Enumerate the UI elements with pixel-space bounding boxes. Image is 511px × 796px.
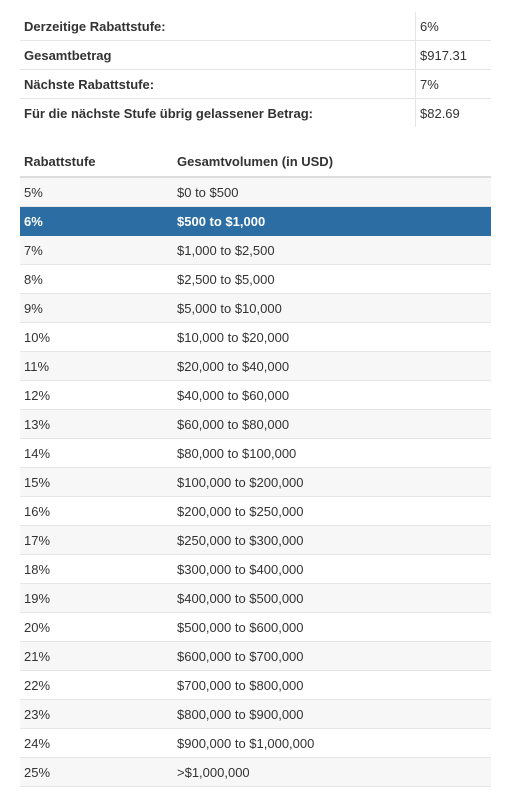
tier-percent: 19% (20, 583, 173, 613)
tier-row: 23% $800,000 to $900,000 (20, 699, 491, 729)
tier-row: 17% $250,000 to $300,000 (20, 525, 491, 555)
tier-row: 21% $600,000 to $700,000 (20, 641, 491, 671)
tier-row: 14% $80,000 to $100,000 (20, 438, 491, 468)
tier-volume-range: $600,000 to $700,000 (173, 641, 491, 671)
discount-summary-table: Derzeitige Rabattstufe: 6% Gesamtbetrag $91… (20, 12, 491, 127)
tier-volume-range: $80,000 to $100,000 (173, 438, 491, 468)
tier-volume-range: $10,000 to $20,000 (173, 322, 491, 352)
tier-row: 18% $300,000 to $400,000 (20, 554, 491, 584)
summary-value: $82.69 (420, 105, 460, 121)
tier-row: 25% >$1,000,000 (20, 757, 491, 787)
tier-row: 5% $0 to $500 (20, 177, 491, 207)
tier-volume-range: >$1,000,000 (173, 757, 491, 787)
tier-volume-range: $250,000 to $300,000 (173, 525, 491, 555)
tier-volume-range: $200,000 to $250,000 (173, 496, 491, 526)
tier-row: 22% $700,000 to $800,000 (20, 670, 491, 700)
tier-percent: 17% (20, 525, 173, 555)
tier-percent: 12% (20, 380, 173, 410)
tier-percent: 16% (20, 496, 173, 526)
tier-volume-range: $60,000 to $80,000 (173, 409, 491, 439)
tier-percent: 10% (20, 322, 173, 352)
tier-percent: 11% (20, 351, 173, 381)
tier-percent: 24% (20, 728, 173, 758)
summary-label: Derzeitige Rabattstufe: (20, 12, 416, 41)
tier-row: 11% $20,000 to $40,000 (20, 351, 491, 381)
tier-percent: 7% (20, 235, 173, 265)
tier-row: 9% $5,000 to $10,000 (20, 293, 491, 323)
tier-volume-range: $700,000 to $800,000 (173, 670, 491, 700)
tier-percent: 21% (20, 641, 173, 671)
tier-percent: 6% (20, 206, 173, 236)
summary-label: Gesamtbetrag (20, 40, 416, 70)
tier-volume-range: $20,000 to $40,000 (173, 351, 491, 381)
tier-percent: 14% (20, 438, 173, 468)
tier-volume-range: $400,000 to $500,000 (173, 583, 491, 613)
tier-row: 8% $2,500 to $5,000 (20, 264, 491, 294)
summary-label: Nächste Rabattstufe: (20, 69, 416, 99)
tier-volume-range: $5,000 to $10,000 (173, 293, 491, 323)
summary-value: $917.31 (415, 40, 491, 70)
tier-row: 24% $900,000 to $1,000,000 (20, 728, 491, 758)
tier-percent: 23% (20, 699, 173, 729)
tier-percent: 9% (20, 293, 173, 323)
summary-row: Gesamtbetrag $917.31 (20, 40, 491, 70)
tier-row: 20% $500,000 to $600,000 (20, 612, 491, 642)
tier-percent: 8% (20, 264, 173, 294)
tier-percent: 25% (20, 757, 173, 787)
tier-volume-range: $100,000 to $200,000 (173, 467, 491, 497)
tier-volume-range: $0 to $500 (173, 177, 491, 207)
tier-volume-range: $500 to $1,000 (173, 206, 491, 236)
summary-value: 7% (415, 69, 491, 99)
tier-row: 10% $10,000 to $20,000 (20, 322, 491, 352)
tier-row: 16% $200,000 to $250,000 (20, 496, 491, 526)
tier-volume-range: $40,000 to $60,000 (173, 380, 491, 410)
tiers-header-row: Rabattstufe Gesamtvolumen (in USD) (20, 146, 491, 178)
tier-row: 13% $60,000 to $80,000 (20, 409, 491, 439)
summary-row: Für die nächste Stufe übrig gelassener B… (20, 98, 491, 127)
tier-volume-range: $500,000 to $600,000 (173, 612, 491, 642)
summary-row: Nächste Rabattstufe: 7% (20, 69, 491, 99)
volume-column-header: Gesamtvolumen (in USD) (173, 146, 491, 178)
tier-percent: 20% (20, 612, 173, 642)
tier-percent: 22% (20, 670, 173, 700)
tier-volume-range: $900,000 to $1,000,000 (173, 728, 491, 758)
tier-row: 12% $40,000 to $60,000 (20, 380, 491, 410)
tier-volume-range: $800,000 to $900,000 (173, 699, 491, 729)
tier-percent: 13% (20, 409, 173, 439)
tier-volume-range: $300,000 to $400,000 (173, 554, 491, 584)
tier-row: 7% $1,000 to $2,500 (20, 235, 491, 265)
tier-row: 15% $100,000 to $200,000 (20, 467, 491, 497)
tier-row: 19% $400,000 to $500,000 (20, 583, 491, 613)
tier-volume-range: $1,000 to $2,500 (173, 235, 491, 265)
discount-tiers-table: Rabattstufe Gesamtvolumen (in USD) 5% $0 … (20, 146, 491, 787)
summary-row: Derzeitige Rabattstufe: 6% (20, 12, 491, 41)
summary-label: Für die nächste Stufe übrig gelassener B… (20, 98, 416, 127)
tier-volume-range: $2,500 to $5,000 (173, 264, 491, 294)
tier-percent: 18% (20, 554, 173, 584)
summary-value: 6% (415, 12, 491, 41)
tier-percent: 5% (20, 177, 173, 207)
tier-row-current: 6% $500 to $1,000 (20, 206, 491, 236)
tier-column-header: Rabattstufe (20, 146, 173, 178)
tier-percent: 15% (20, 467, 173, 497)
